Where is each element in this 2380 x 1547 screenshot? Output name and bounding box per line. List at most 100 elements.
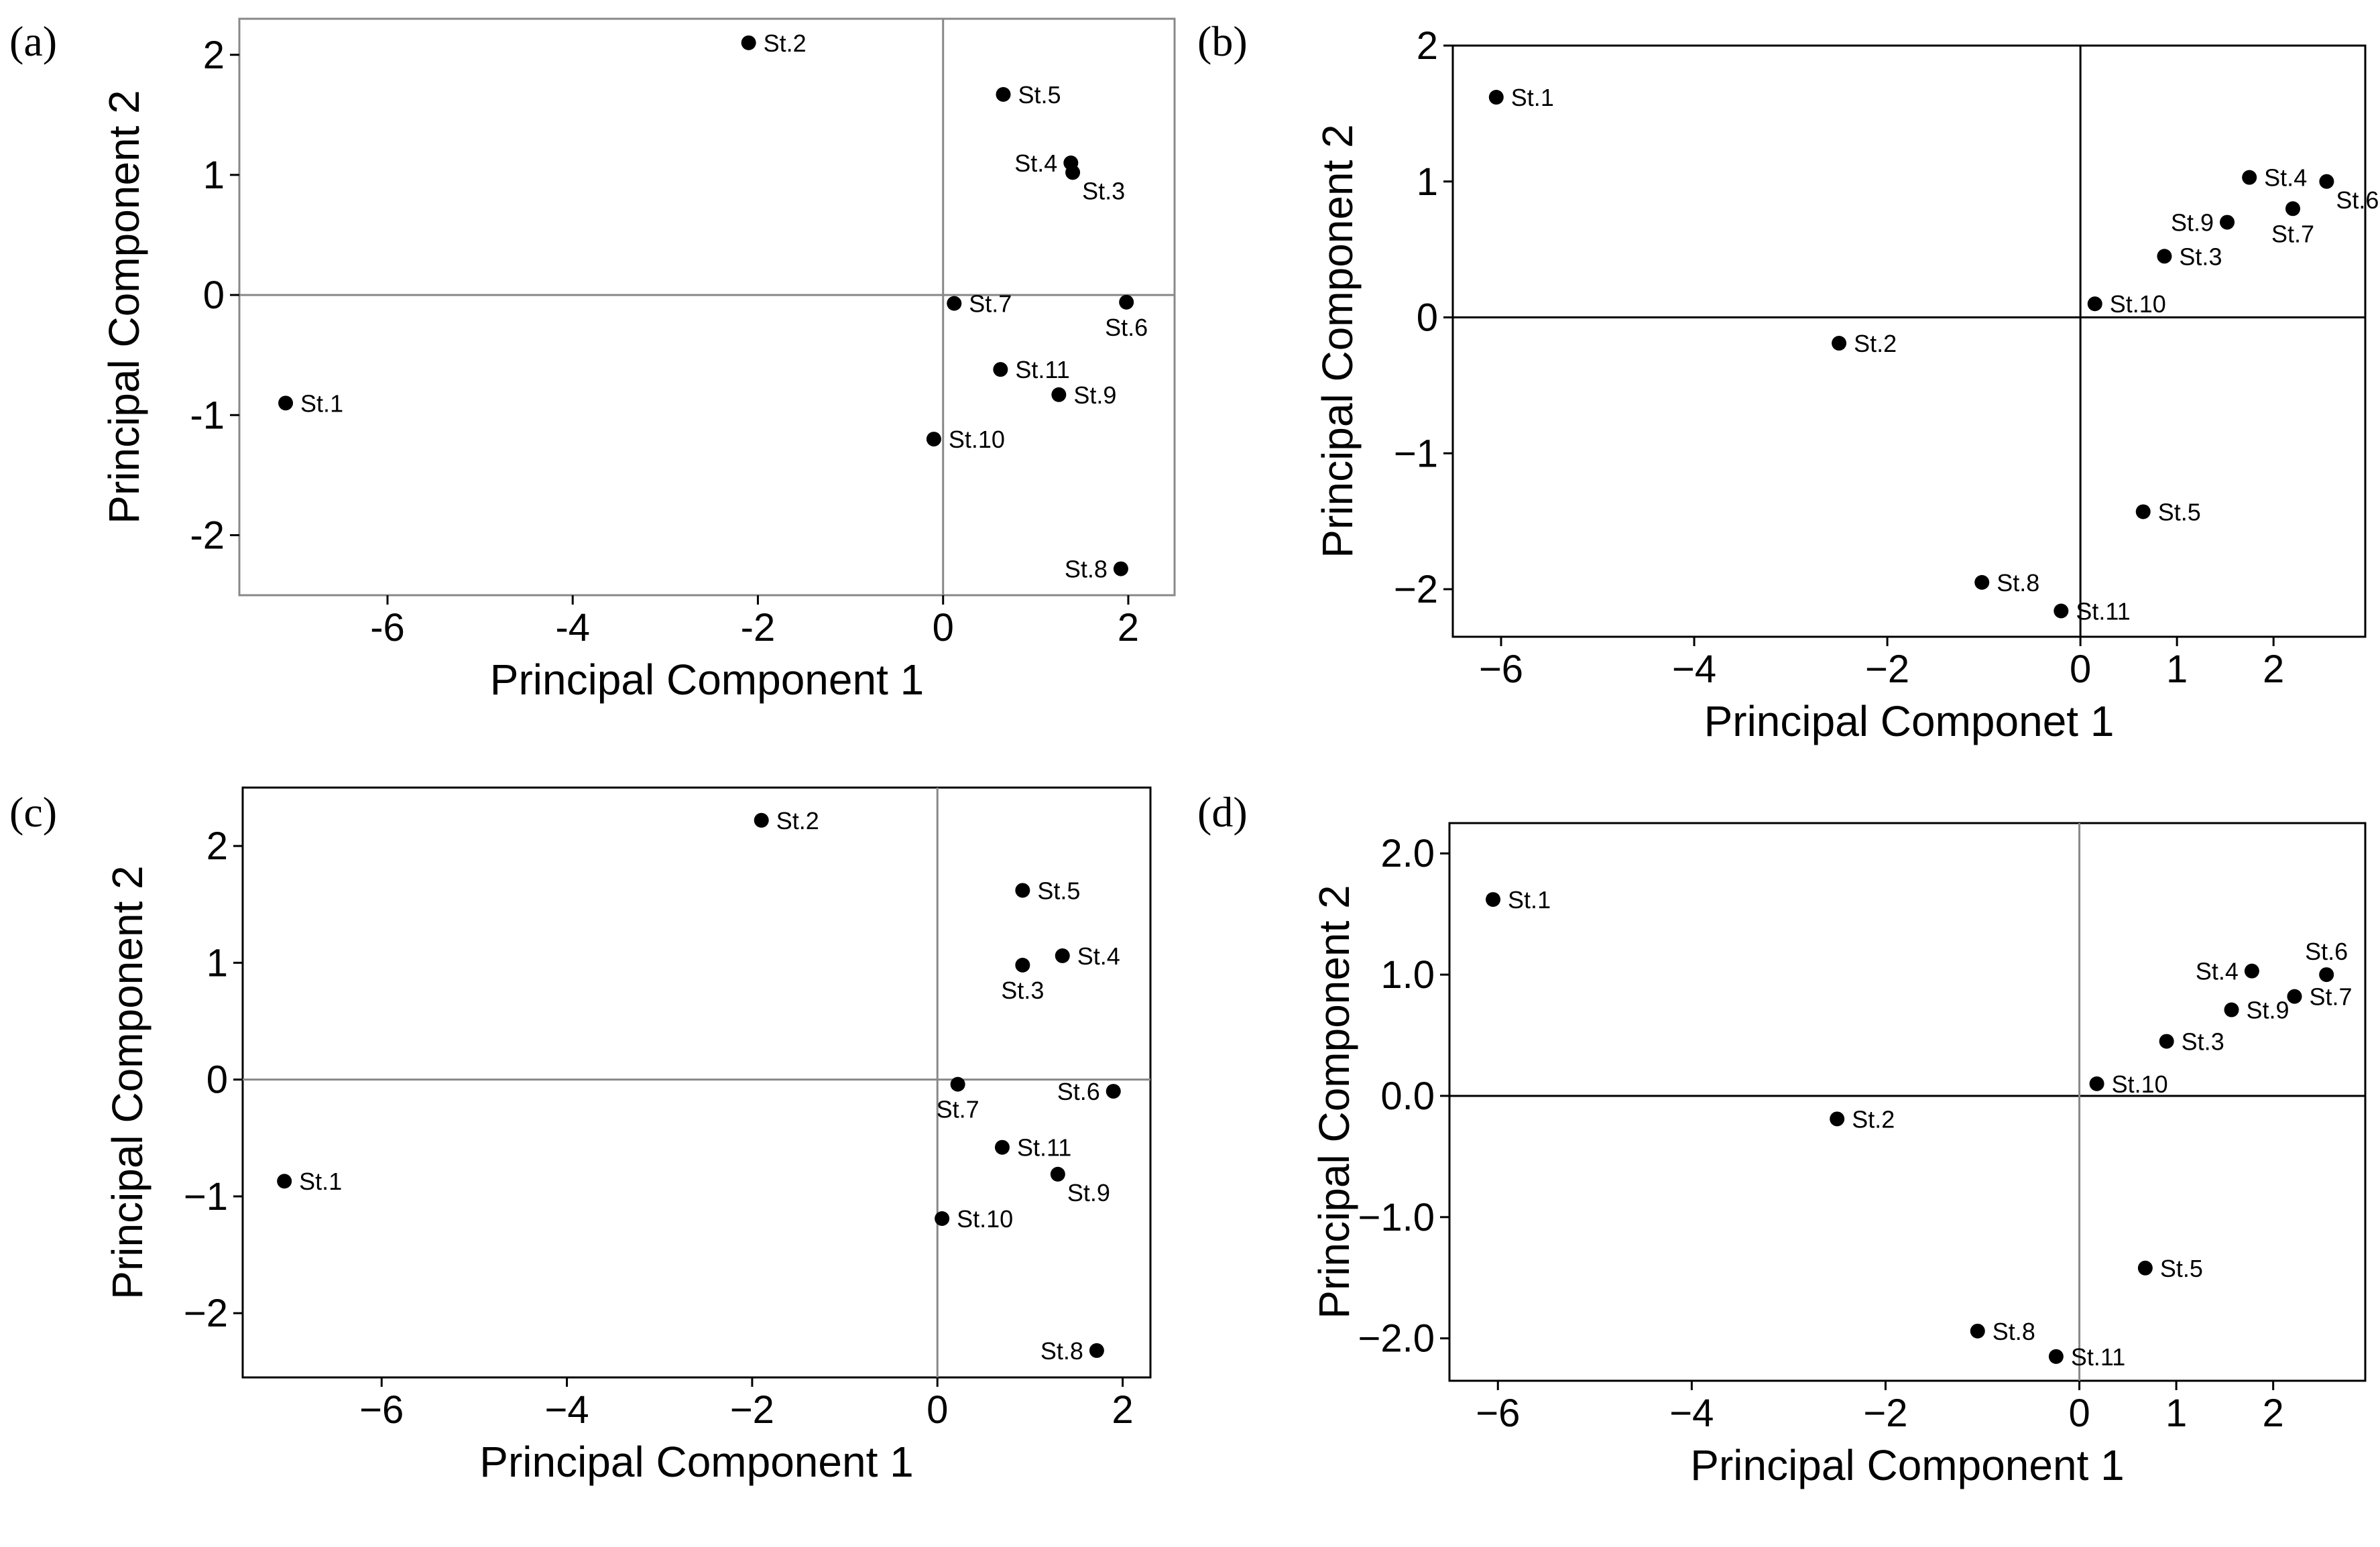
x-tick-label: −4	[545, 1388, 589, 1432]
point-label: St.2	[776, 807, 819, 834]
x-tick-label: −6	[359, 1388, 404, 1432]
point-label: St.3	[1001, 977, 1044, 1004]
point-label: St.9	[2171, 209, 2214, 237]
y-tick-label: −1.0	[1358, 1196, 1435, 1239]
y-tick-label: 2	[206, 824, 228, 868]
point-label: St.7	[2271, 220, 2314, 247]
point-label: St.3	[2182, 1028, 2224, 1056]
data-point	[2319, 174, 2334, 189]
point-label: St.10	[949, 426, 1005, 453]
point-label: St.6	[2305, 938, 2348, 965]
point-label: St.10	[2110, 290, 2166, 318]
chart-panel-4: −6 −4 −2 0 1 2 −2.0 −1.0 0.0 1.0 2.0 Principal Comp…	[1310, 822, 2367, 1489]
point-label: St.3	[2179, 243, 2222, 270]
point-label: St.6	[1057, 1078, 1100, 1105]
data-point	[1486, 891, 1501, 907]
y-axis-title: Principal Component 2	[1310, 885, 1358, 1318]
data-point	[2048, 1349, 2064, 1364]
data-point	[2220, 214, 2235, 230]
chart-panel-1: -6 -4 -2 0 2 -2 -1 0 1 2 Principal Component 1 Prin…	[100, 17, 1176, 704]
x-tick-label: 0	[2068, 1391, 2090, 1435]
y-axis-title: Principal Component 2	[100, 90, 148, 523]
x-tick-label: 2	[1118, 606, 1139, 649]
data-point	[1055, 948, 1070, 963]
data-point	[1065, 165, 1081, 180]
data-point	[2244, 963, 2259, 979]
y-tick-label: 1	[203, 153, 225, 197]
x-tick-label: 1	[2165, 1391, 2187, 1435]
y-tick-label: −2	[184, 1292, 228, 1335]
point-label: St.10	[2112, 1070, 2168, 1098]
point-label: St.3	[1082, 177, 1125, 204]
data-point	[2157, 249, 2172, 264]
data-point	[994, 1139, 1010, 1155]
y-tick-label: 2	[203, 34, 225, 77]
data-point	[1106, 1084, 1121, 1099]
y-tick-label: −2	[1394, 568, 1438, 611]
point-label: St.7	[969, 290, 1012, 318]
x-tick-label: 2	[2263, 1391, 2284, 1435]
plot-frame	[1448, 822, 2367, 1382]
point-label: St.11	[2071, 1343, 2125, 1371]
data-point	[1970, 1323, 1985, 1339]
y-tick-label: 0	[1417, 296, 1438, 340]
plot-frame	[1451, 44, 2367, 638]
x-tick-label: 1	[2166, 647, 2188, 691]
data-point	[2159, 1034, 2174, 1049]
point-label: St.8	[1997, 569, 2039, 597]
y-tick-label: 1	[206, 941, 228, 985]
point-label: St.8	[1992, 1318, 2035, 1345]
x-tick-label: −6	[1479, 647, 1523, 691]
point-label: St.9	[1073, 381, 1116, 409]
point-label: St.2	[1854, 330, 1897, 357]
x-tick-label: −2	[1865, 647, 1909, 691]
x-tick-label: 2	[2263, 647, 2284, 691]
x-tick-label: −2	[730, 1388, 774, 1432]
x-axis-title: Principal Component 1	[479, 1438, 913, 1486]
point-label: St.6	[1105, 314, 1148, 341]
point-label: St.9	[2247, 997, 2289, 1024]
x-tick-label: 0	[927, 1388, 948, 1432]
point-label: St.7	[2309, 983, 2352, 1011]
data-point	[1488, 90, 1504, 105]
data-point	[1113, 561, 1128, 576]
data-point	[278, 395, 294, 411]
data-point	[1015, 957, 1030, 973]
y-tick-label: −1	[184, 1175, 228, 1219]
point-label: St.1	[299, 1168, 342, 1195]
point-label: St.7	[937, 1096, 979, 1123]
y-tick-label: -1	[190, 393, 225, 437]
x-axis-title: Principal Component 1	[1690, 1441, 2124, 1489]
point-label: St.5	[1018, 81, 1061, 109]
x-tick-label: -2	[741, 606, 776, 649]
data-point	[996, 86, 1011, 102]
data-point	[741, 35, 756, 50]
chart-panel-2: −6 −4 −2 0 1 2 −2 −1 0 1 2 Principal Componet 1 Prin…	[1313, 24, 2379, 745]
data-point	[1830, 1111, 1845, 1127]
point-label: St.11	[1015, 356, 1069, 383]
data-point	[1051, 387, 1067, 402]
y-tick-label: 0	[203, 273, 225, 317]
panel-letter-d: (d)	[1197, 788, 1248, 836]
x-axis-title: Principal Componet 1	[1704, 697, 2115, 745]
data-point	[947, 296, 962, 311]
y-tick-label: 0	[206, 1058, 228, 1102]
data-point	[2319, 967, 2334, 983]
x-tick-label: −4	[1672, 647, 1716, 691]
y-tick-label: 2	[1417, 24, 1438, 68]
point-label: St.8	[1065, 556, 1108, 583]
plot-frame	[238, 17, 1176, 597]
point-label: St.2	[1852, 1105, 1895, 1133]
panel-letter-a: (a)	[9, 17, 58, 65]
y-tick-label: 2.0	[1380, 832, 1435, 875]
panel-letter-b: (b)	[1197, 17, 1248, 65]
data-point	[1050, 1166, 1065, 1182]
x-tick-label: 2	[1112, 1388, 1133, 1432]
point-label: St.1	[1508, 886, 1551, 914]
data-point	[2224, 1002, 2239, 1017]
data-point	[1832, 336, 1847, 351]
point-label: St.5	[2160, 1255, 2203, 1282]
point-label: St.9	[1067, 1179, 1110, 1206]
point-label: St.11	[1017, 1134, 1071, 1162]
